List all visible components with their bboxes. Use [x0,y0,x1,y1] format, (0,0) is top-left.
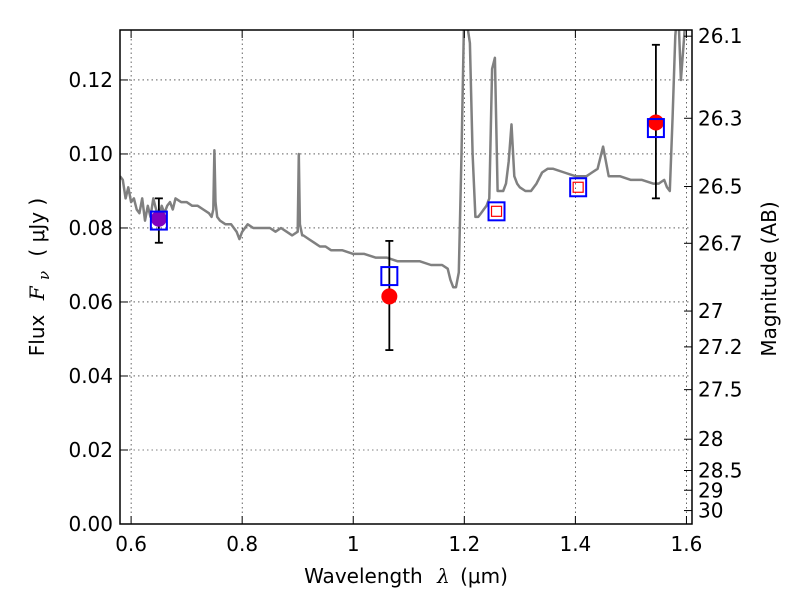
x-tick-label: 1.6 [671,532,703,556]
magnitude-axis-title: Magnitude (AB) [757,201,781,356]
y-axis-ticks: 0.00 0.02 0.04 0.06 0.08 0.10 0.12 [68,68,128,536]
synthetic-point [487,201,506,222]
y-tick-label: 0.10 [68,142,113,166]
magnitude-tick-label: 27.2 [698,335,743,359]
magnitude-tick-label: 28.5 [698,459,743,483]
x-tick-label: 0.6 [115,532,147,556]
magnitude-tick-label: 27.5 [698,378,743,402]
y-tick-label: 0.12 [68,68,113,92]
magnitude-tick-label: 28 [698,427,723,451]
y-axis-title-unit: ( μJy ) [25,198,49,257]
magnitude-tick-label: 26.1 [698,24,743,48]
y-axis-title-text: Flux [25,314,49,356]
model-spectrum [120,30,686,289]
y-axis-title-subscript: ν [35,271,53,280]
observed-point [381,288,398,305]
x-axis-title-symbol: λ [436,564,450,588]
plot-frame [119,29,693,525]
observed-point [150,210,167,227]
magnitude-tick-label: 30 [698,499,723,523]
grid-lines [120,30,692,525]
y-tick-label: 0.04 [68,364,113,388]
model-spectrum-line [120,30,686,289]
y-tick-label: 0.00 [68,512,113,536]
y-tick-label: 0.06 [68,290,113,314]
observed-point [490,205,503,217]
synthetic-point [380,266,399,287]
observed-point [572,181,584,193]
synthetic-point [646,118,665,139]
error-bars [154,43,660,351]
y-axis-title-symbol: F [25,285,49,301]
observed-points [150,114,664,305]
x-tick-label: 1.2 [448,532,480,556]
magnitude-tick-label: 26.5 [698,175,743,199]
x-tick-label: 0.8 [226,532,258,556]
magnitude-tick-label: 26.3 [698,106,743,130]
y-axis-title: Flux F ν ( μJy ) [25,198,54,356]
synthetic-points [149,118,665,287]
magnitude-tick-label: 27 [698,299,723,323]
x-tick-label: 1 [347,532,360,556]
magnitude-tick-label: 29 [698,478,723,502]
magnitude-tick-label: 26.7 [698,231,743,255]
observed-point [647,114,664,131]
x-tick-label: 1.4 [559,532,591,556]
x-axis-title-text: Wavelength [304,564,423,588]
synthetic-point [149,210,168,231]
y-tick-label: 0.02 [68,438,113,462]
x-axis-ticks: 0.6 0.8 1 1.2 1.4 1.6 [115,30,702,556]
x-axis-title: Wavelength λ (μm) [304,564,508,588]
x-axis-title-unit: (μm) [460,564,508,588]
synthetic-point [569,177,588,198]
y-tick-label: 0.08 [68,216,113,240]
